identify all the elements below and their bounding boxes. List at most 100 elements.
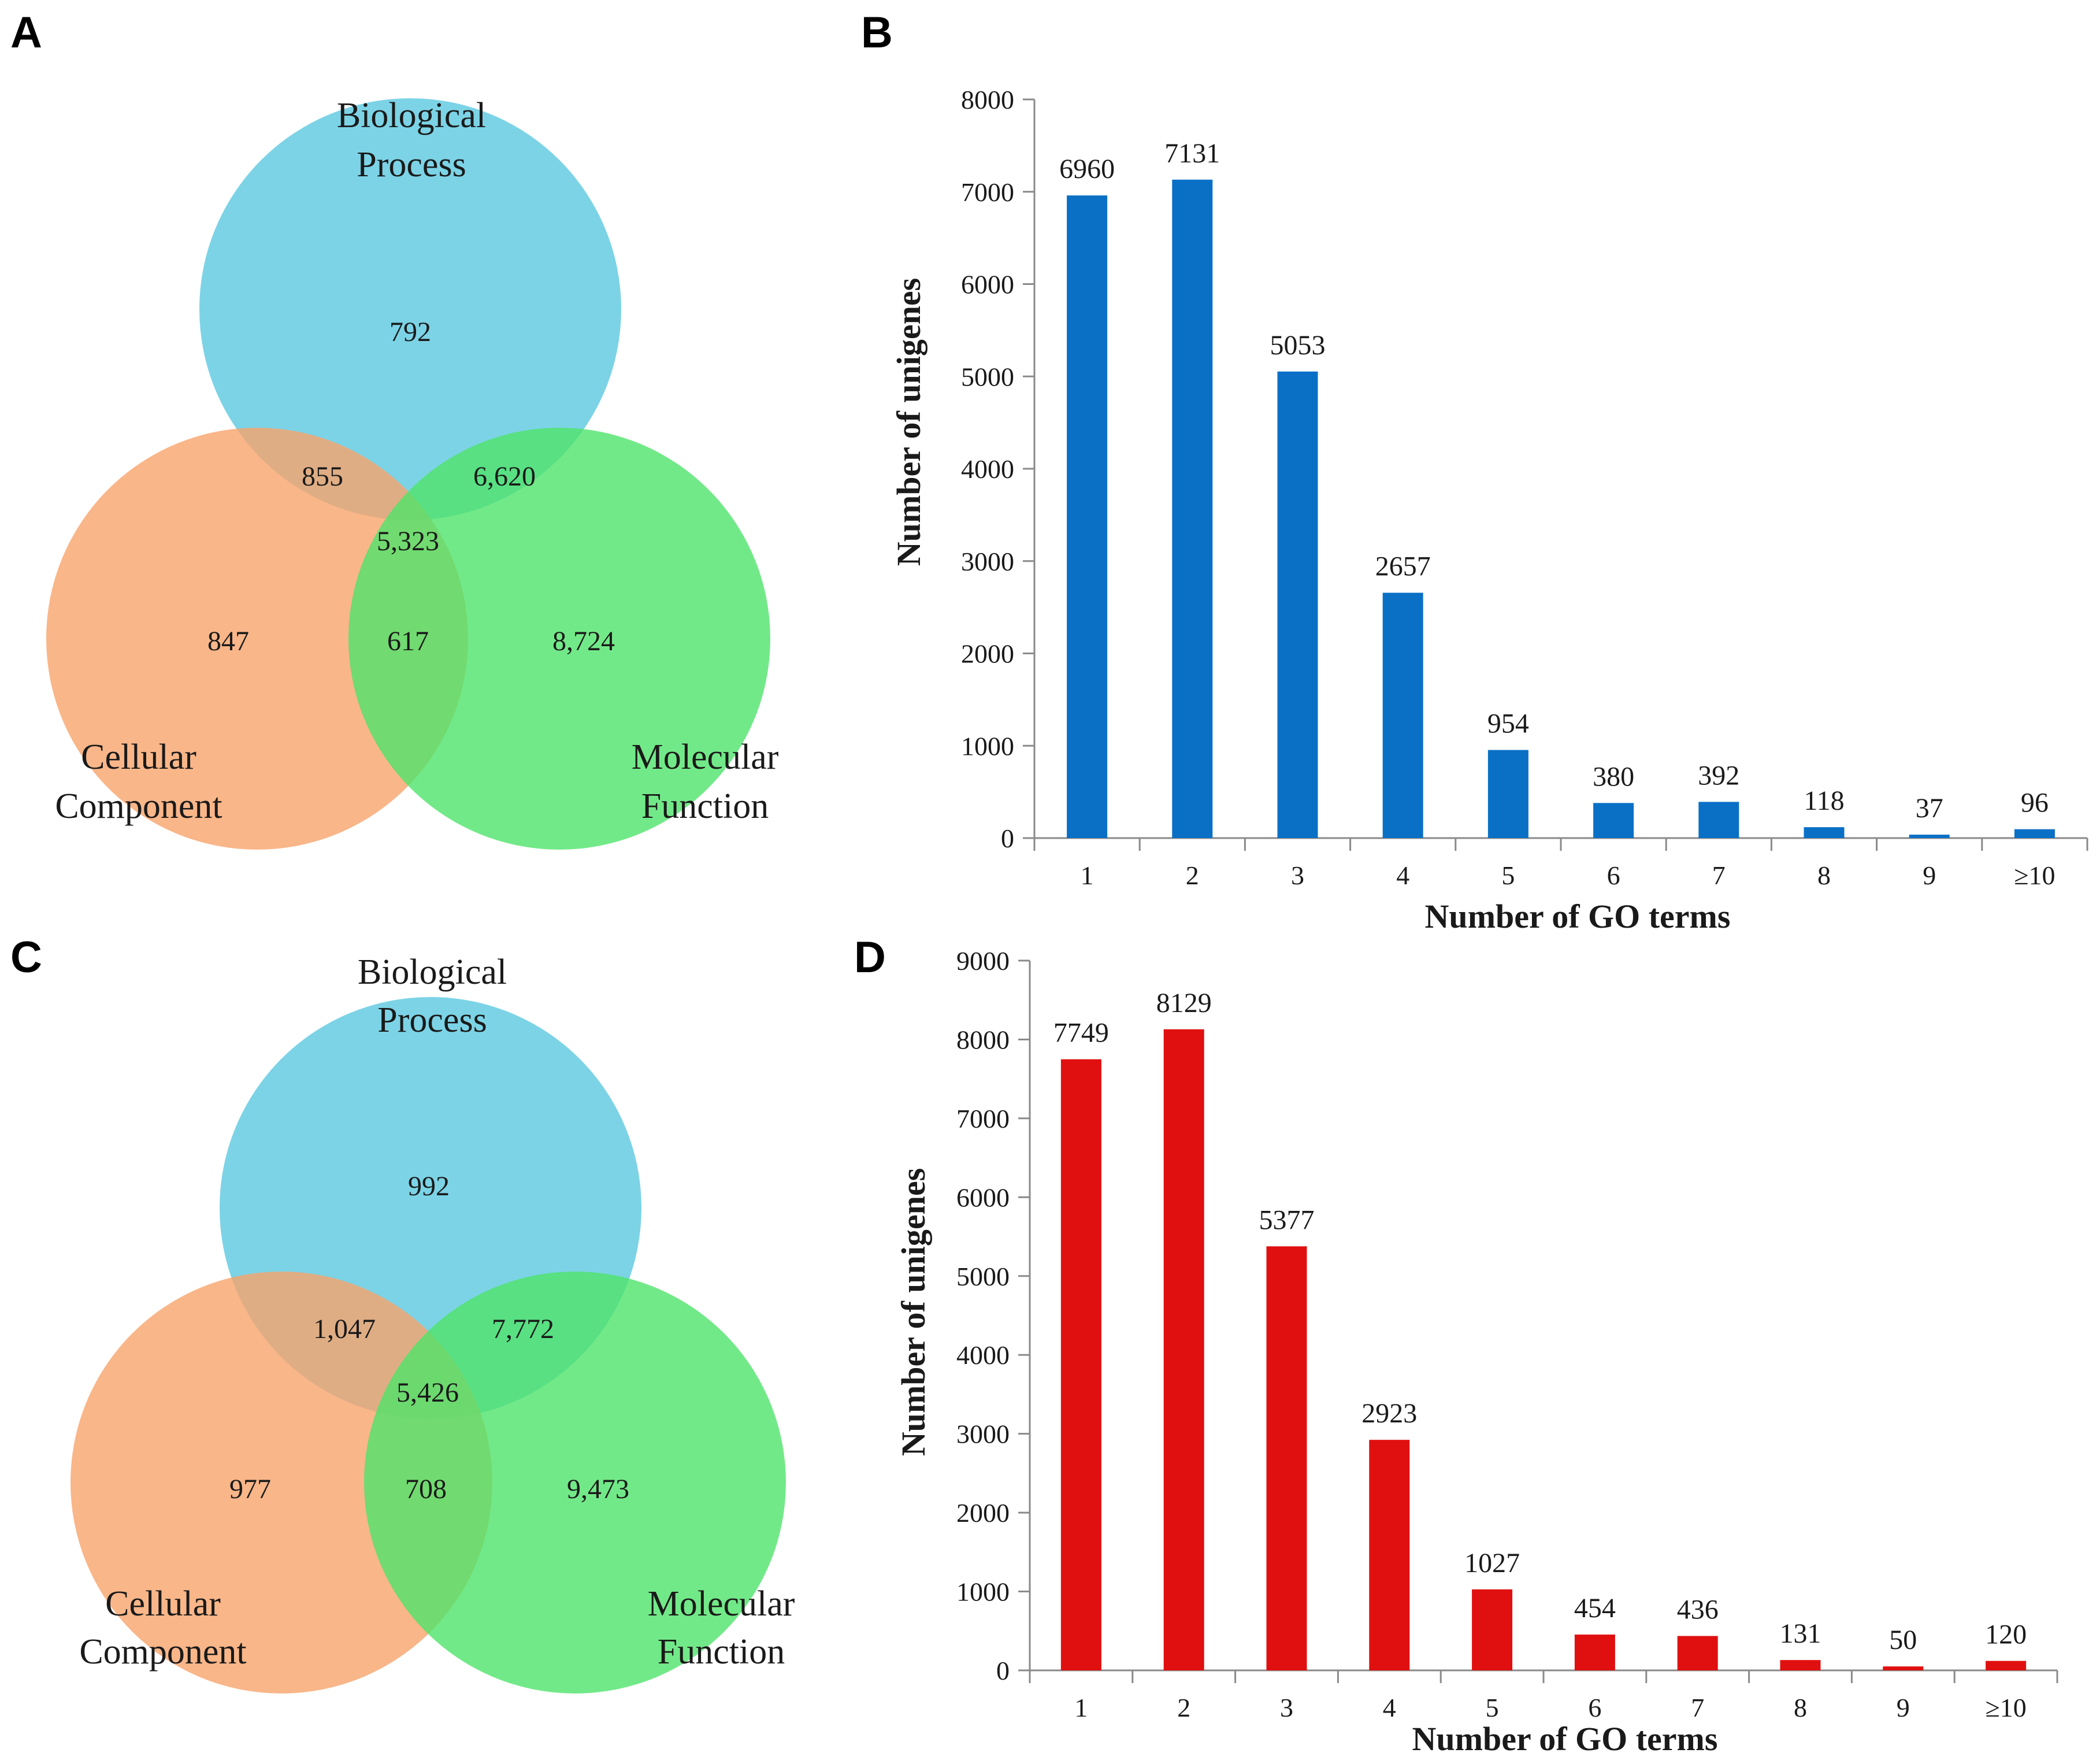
chart-d-x-tick-label: 9 [1897, 1693, 1910, 1722]
venn-c-label-cc-line1: Cellular [105, 1584, 221, 1624]
chart-b-bar [1487, 750, 1528, 838]
chart-d-bar [1574, 1635, 1615, 1670]
chart-d-bar [1986, 1661, 2027, 1670]
chart-d-x-tick-label: 3 [1280, 1693, 1293, 1722]
chart-b-bar-value-label: 392 [1698, 760, 1739, 791]
chart-b-bar [1804, 827, 1845, 838]
chart-b-y-tick-label: 4000 [961, 454, 1014, 484]
venn-c-circle-cellular-component [71, 1272, 492, 1693]
panel-letter-b: B [861, 8, 893, 57]
chart-b-x-tick-label: 9 [1923, 861, 1936, 890]
chart-d-x-tick-label: ≥10 [1985, 1693, 2026, 1722]
venn-c-label-mf-line1: Molecular [648, 1584, 795, 1624]
chart-d-x-axis-title: Number of GO terms [1412, 1720, 1718, 1758]
venn-c-label-cc-line2: Component [79, 1632, 246, 1672]
venn-a-label-bp-line1: Biological [337, 96, 486, 135]
chart-b-y-tick-label: 1000 [961, 731, 1014, 761]
venn-c-count-cc-only: 977 [229, 1474, 271, 1504]
chart-b-x-tick-label: 8 [1817, 861, 1831, 890]
venn-a-label-mf-line1: Molecular [632, 738, 779, 777]
chart-b-x-tick-label: 4 [1396, 861, 1409, 890]
chart-b-x-tick-label: 7 [1712, 861, 1726, 890]
chart-b-y-tick-label: 7000 [961, 177, 1014, 207]
chart-d-y-tick-label: 7000 [956, 1104, 1010, 1133]
chart-d-bar [1677, 1636, 1718, 1670]
venn-a-count-bp-cc: 855 [302, 461, 343, 492]
chart-d-bar [1883, 1666, 1924, 1670]
chart-b-x-tick-label: 5 [1501, 861, 1515, 890]
venn-a-count-bp-only: 792 [389, 317, 431, 347]
chart-d-y-tick-label: 9000 [956, 946, 1010, 976]
chart-b-y-axis-title: Number of unigenes [890, 278, 927, 566]
chart-b-bar-value-label: 954 [1487, 709, 1529, 739]
chart-d-bar-value-label: 5377 [1259, 1205, 1315, 1235]
venn-c-count-bp-mf: 7,772 [492, 1314, 554, 1344]
chart-d-bar-value-label: 1027 [1464, 1548, 1520, 1578]
chart-d-x-tick-label: 4 [1383, 1693, 1396, 1722]
venn-a-circle-molecular-function [348, 428, 770, 850]
chart-d-y-tick-label: 1000 [956, 1577, 1010, 1607]
panel-letter-d: D [854, 933, 886, 982]
chart-b-bar-value-label: 5053 [1270, 330, 1326, 361]
chart-d-y-tick-label: 5000 [956, 1262, 1010, 1291]
chart-d-y-tick-label: 3000 [956, 1420, 1010, 1449]
venn-a-count-all: 5,323 [377, 526, 439, 557]
venn-a-label-cc-line1: Cellular [81, 738, 196, 777]
chart-d-y-tick-label: 8000 [956, 1025, 1010, 1054]
chart-b-bar [1382, 592, 1423, 838]
chart-b-x-tick-label: ≥10 [2014, 861, 2055, 890]
chart-b-x-tick-label: 3 [1291, 861, 1304, 890]
chart-b-bar-value-label: 118 [1804, 785, 1844, 816]
chart-d-y-tick-label: 4000 [956, 1340, 1010, 1370]
bar-chart-d: 0 1000 2000 3000 4000 5000 6000 7000 8000 9000 774… [895, 946, 2058, 1758]
venn-a-label-bp-line2: Process [357, 145, 466, 184]
chart-b-y-tick-label: 8000 [961, 85, 1014, 114]
chart-d-bar-value-label: 120 [1985, 1620, 2027, 1650]
chart-b-x-tick-label: 6 [1607, 861, 1620, 890]
chart-b-bar-value-label: 37 [1916, 793, 1943, 824]
chart-d-x-tick-label: 8 [1794, 1693, 1807, 1722]
chart-b-y-tick-label: 0 [1001, 824, 1014, 853]
chart-b-x-tick-label: 2 [1186, 861, 1199, 890]
venn-c-count-all: 5,426 [396, 1377, 459, 1408]
venn-diagram-a: Biological Process Cellular Component Mo… [46, 96, 779, 850]
venn-c-count-mf-only: 9,473 [567, 1474, 629, 1504]
chart-d-bar [1472, 1589, 1513, 1670]
chart-b-bar [1698, 802, 1739, 838]
chart-d-y-tick-label: 2000 [956, 1498, 1010, 1528]
venn-a-label-cc-line2: Component [55, 787, 222, 826]
chart-d-bar [1266, 1246, 1307, 1670]
venn-a-label-mf-line2: Function [641, 787, 769, 826]
chart-b-y-tick-label: 2000 [961, 639, 1014, 669]
chart-b-bar [1593, 803, 1634, 838]
chart-b-bar [1172, 179, 1213, 838]
venn-c-label-bp-line1: Biological [358, 953, 507, 992]
chart-d-y-tick-label: 6000 [956, 1183, 1010, 1212]
venn-diagram-c: Biological Process Cellular Component Mo… [71, 953, 795, 1693]
venn-a-count-cc-only: 847 [207, 626, 249, 657]
venn-a-count-bp-mf: 6,620 [473, 461, 536, 492]
venn-c-circle-molecular-function [364, 1272, 786, 1693]
venn-c-count-cc-mf: 708 [405, 1474, 447, 1504]
chart-b-bar-value-label: 96 [2021, 788, 2049, 818]
chart-d-x-tick-label: 7 [1691, 1693, 1704, 1722]
chart-d-bar-value-label: 50 [1889, 1625, 1917, 1655]
chart-d-marks: 0 1000 2000 3000 4000 5000 6000 7000 8000 9000 774… [956, 946, 2058, 1722]
panel-letter-a: A [10, 8, 42, 57]
chart-b-marks: 0100020003000400050006000700080006960171… [961, 85, 2088, 890]
bar-chart-b: 0100020003000400050006000700080006960171… [890, 85, 2088, 935]
chart-d-bar-value-label: 8129 [1156, 988, 1212, 1018]
chart-d-x-tick-label: 6 [1588, 1693, 1601, 1722]
chart-d-x-tick-label: 1 [1074, 1693, 1088, 1722]
chart-b-bar [1067, 195, 1108, 838]
chart-d-bar [1369, 1440, 1410, 1670]
chart-b-y-tick-label: 3000 [961, 547, 1014, 576]
chart-b-y-tick-label: 6000 [961, 270, 1014, 299]
chart-d-bar [1163, 1029, 1204, 1670]
chart-b-bar-value-label: 6960 [1059, 154, 1115, 184]
venn-c-label-mf-line2: Function [658, 1632, 785, 1672]
chart-b-x-tick-label: 1 [1081, 861, 1094, 890]
chart-d-bar-value-label: 131 [1780, 1618, 1821, 1649]
chart-d-y-axis-title: Number of unigenes [895, 1168, 932, 1456]
